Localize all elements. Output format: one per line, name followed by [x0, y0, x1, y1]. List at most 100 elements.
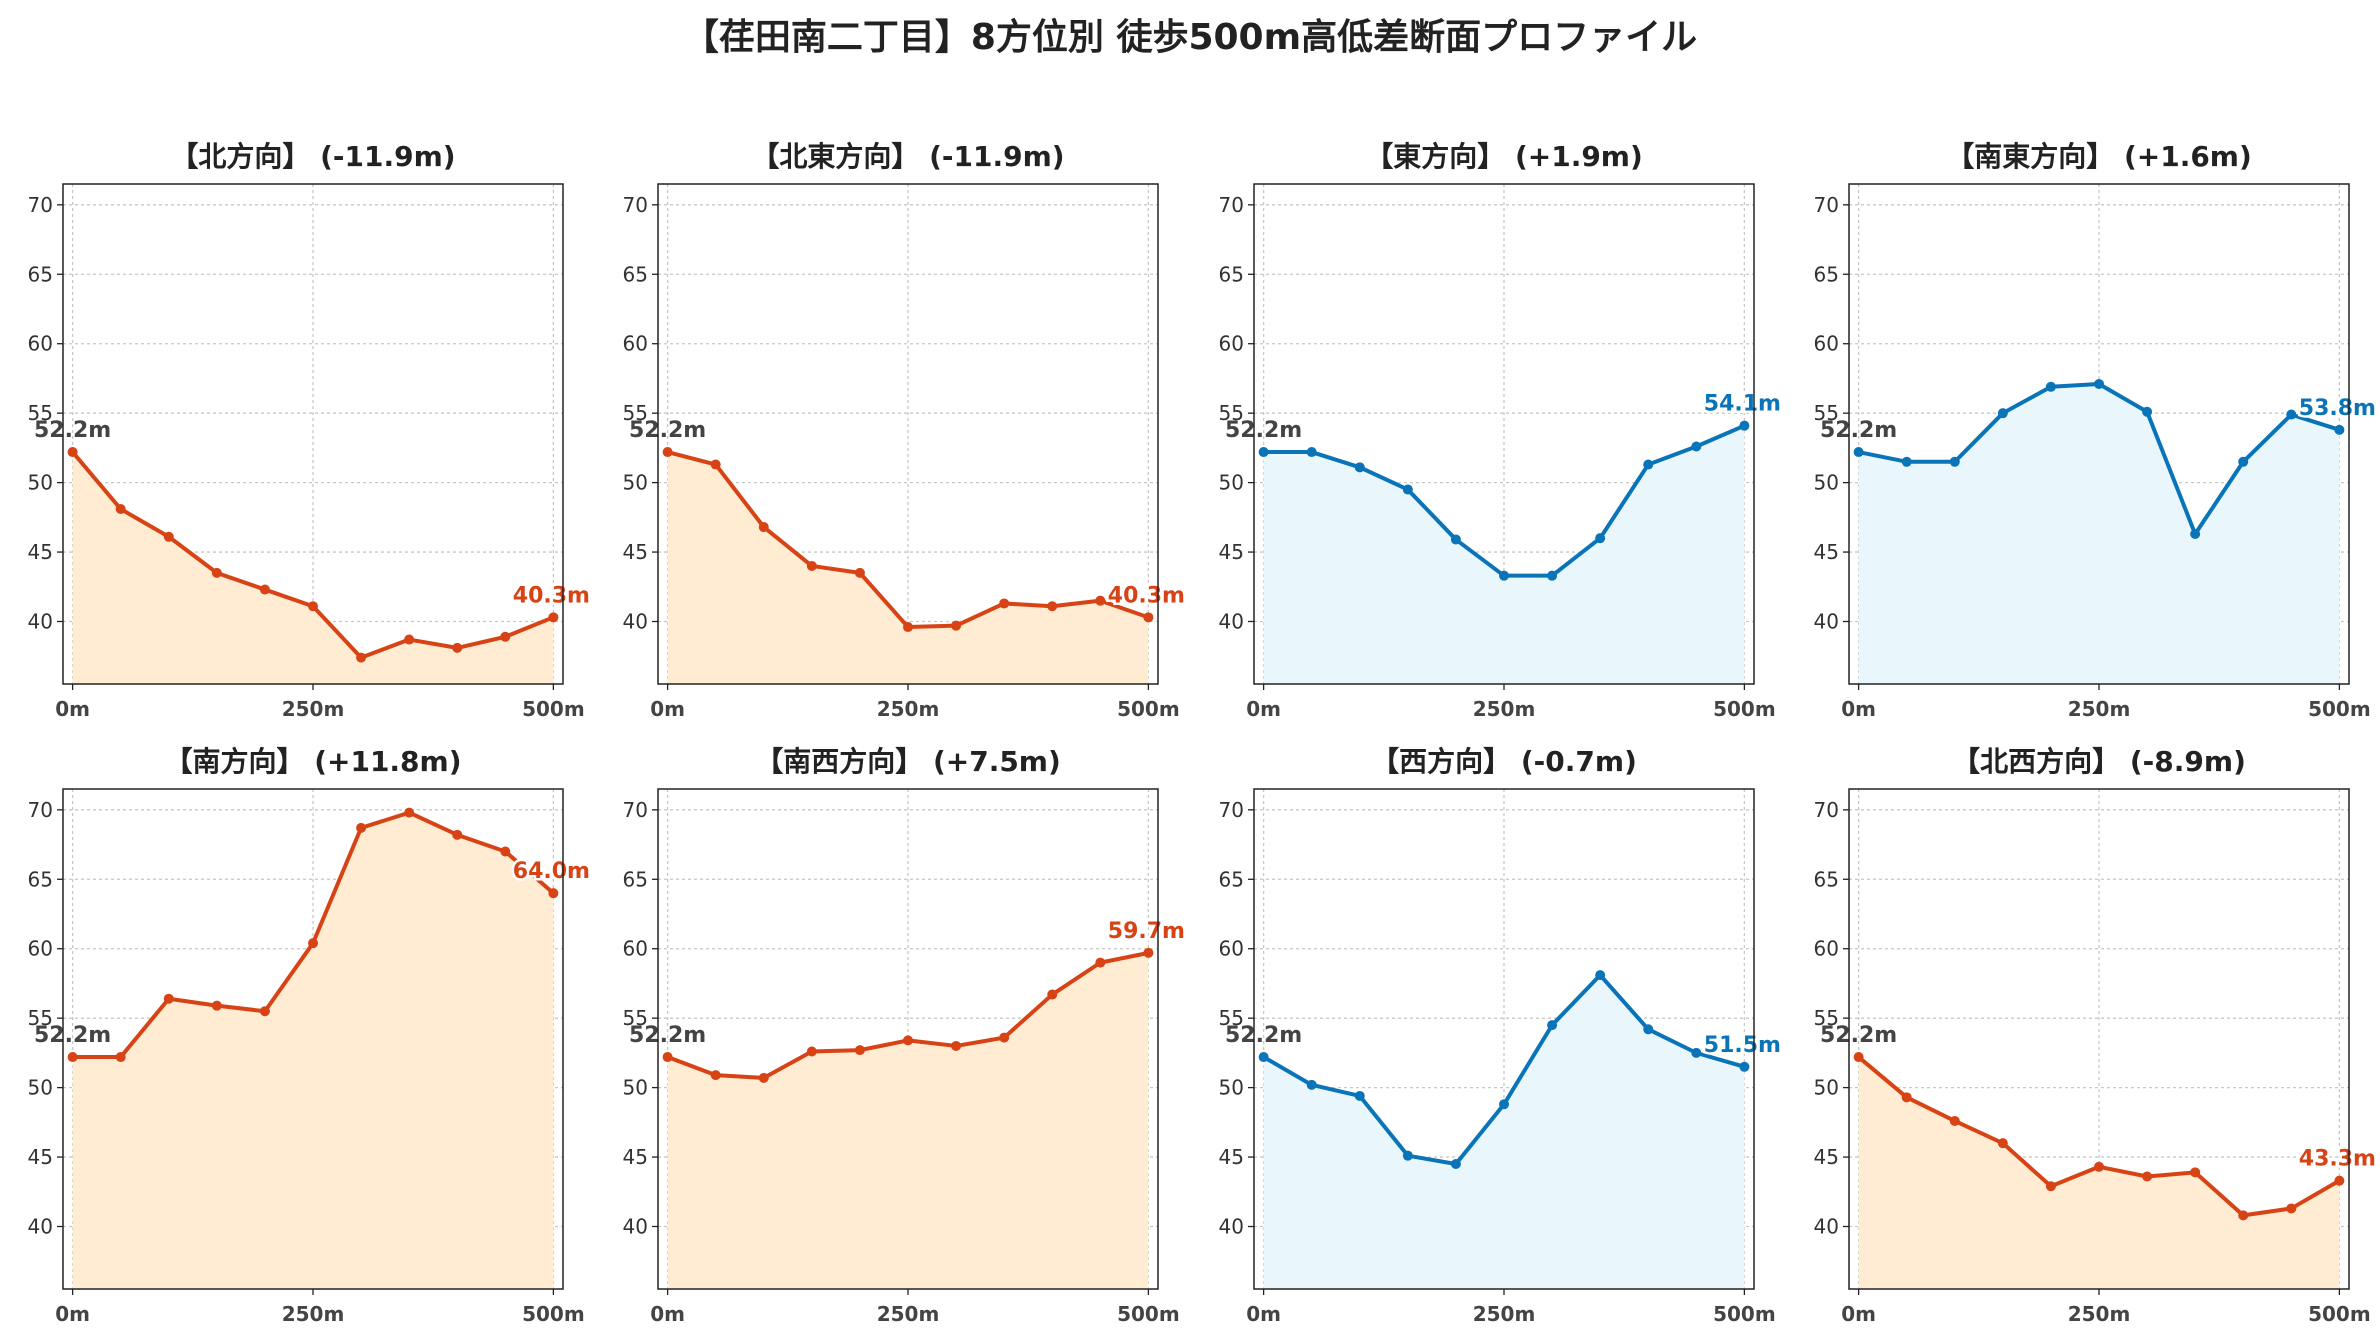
data-point — [1258, 1052, 1269, 1063]
y-tick-label: 50 — [1814, 471, 1839, 495]
end-label: 64.0m — [513, 859, 590, 884]
subplot-title: 【東方向】 (+1.9m) — [1365, 140, 1643, 173]
data-point — [951, 620, 962, 631]
data-point — [1691, 1047, 1702, 1058]
subplot-7: 【西方向】 (-0.7m) 52.2m 51.5m 40 45 50 55 60 65 70 0m 2… — [1219, 745, 1784, 1326]
start-label: 52.2m — [629, 1023, 706, 1048]
data-point — [2142, 1171, 2153, 1182]
start-label: 52.2m — [1820, 418, 1897, 443]
data-point — [2142, 406, 2153, 417]
data-point — [854, 1045, 865, 1056]
data-point — [452, 642, 463, 653]
data-point — [1402, 1150, 1413, 1161]
data-point — [115, 504, 126, 514]
data-point — [1901, 1092, 1912, 1103]
data-point — [662, 1052, 673, 1063]
data-point — [710, 1070, 721, 1081]
data-point — [1450, 1159, 1461, 1169]
y-tick-label: 60 — [623, 937, 648, 961]
y-tick-label: 70 — [1814, 193, 1839, 217]
data-point — [1354, 1090, 1365, 1101]
end-label: 51.5m — [1704, 1033, 1781, 1058]
data-point — [903, 622, 913, 633]
y-tick-label: 50 — [1814, 1076, 1839, 1100]
y-tick-label: 40 — [1814, 610, 1839, 634]
y-tick-label: 50 — [28, 471, 53, 495]
y-tick-label: 55 — [623, 401, 648, 425]
data-point — [1499, 1099, 1509, 1110]
data-point — [662, 447, 673, 458]
area-fill — [667, 952, 1149, 1289]
data-point — [1450, 534, 1461, 545]
x-tick-label: 250m — [2068, 1302, 2131, 1326]
area-fill — [1263, 975, 1745, 1289]
data-point — [854, 567, 865, 578]
y-tick-label: 40 — [28, 1215, 53, 1239]
y-tick-label: 55 — [1219, 401, 1244, 425]
x-tick-label: 500m — [1713, 1302, 1776, 1326]
y-tick-label: 40 — [623, 610, 648, 634]
data-point — [1739, 1061, 1750, 1072]
y-tick-label: 45 — [1219, 540, 1244, 564]
x-tick-label: 500m — [1713, 697, 1776, 721]
data-point — [67, 1052, 78, 1063]
area-fill — [667, 452, 1149, 684]
data-point — [1047, 989, 1058, 1000]
data-point — [404, 807, 415, 818]
y-tick-label: 65 — [623, 262, 648, 286]
x-tick-label: 0m — [1246, 697, 1281, 721]
data-point — [1739, 420, 1750, 431]
area-fill — [1858, 384, 2340, 684]
y-tick-label: 45 — [1219, 1145, 1244, 1169]
y-tick-label: 45 — [623, 1145, 648, 1169]
data-point — [758, 1072, 769, 1083]
y-tick-label: 45 — [1814, 1145, 1839, 1169]
data-point — [1258, 447, 1269, 458]
data-point — [2238, 456, 2249, 467]
y-tick-label: 60 — [1814, 332, 1839, 356]
x-tick-label: 0m — [55, 1302, 90, 1326]
data-point — [2094, 379, 2104, 389]
data-point — [2286, 409, 2297, 420]
data-point — [1047, 601, 1058, 612]
x-tick-label: 250m — [1473, 697, 1536, 721]
subplot-5: 【南方向】 (+11.8m) 52.2m 64.0m 40 45 50 55 60 65 70 0m… — [28, 745, 593, 1326]
start-label: 52.2m — [629, 418, 706, 443]
y-tick-label: 65 — [1814, 867, 1839, 891]
data-point — [500, 631, 511, 642]
y-tick-label: 40 — [623, 1215, 648, 1239]
figure-title: 【荏田南二丁目】8方位別 徒歩500m高低差断面プロファイル — [682, 17, 1698, 58]
data-point — [2334, 1175, 2345, 1186]
data-point — [903, 1035, 913, 1046]
subplot-title: 【南西方向】 (+7.5m) — [755, 745, 1061, 778]
data-point — [1354, 462, 1365, 473]
data-point — [1949, 1115, 1960, 1126]
data-point — [1949, 456, 1960, 467]
data-point — [999, 598, 1010, 609]
start-label: 52.2m — [1225, 418, 1302, 443]
y-tick-label: 40 — [1219, 610, 1244, 634]
data-point — [500, 846, 511, 857]
subplot-8: 【北西方向】 (-8.9m) 52.2m 43.3m 40 45 50 55 60 65 70 0m… — [1814, 745, 2379, 1326]
data-point — [259, 584, 270, 595]
data-point — [1547, 570, 1558, 581]
x-tick-label: 250m — [2068, 697, 2131, 721]
end-label: 59.7m — [1108, 919, 1185, 944]
y-tick-label: 60 — [623, 332, 648, 356]
x-tick-label: 500m — [522, 697, 585, 721]
data-point — [259, 1006, 270, 1017]
end-label: 40.3m — [513, 583, 590, 608]
y-tick-label: 45 — [1814, 540, 1839, 564]
subplot-2: 【北東方向】 (-11.9m) 52.2m 40.3m 40 45 50 55 60 65 70 0… — [623, 140, 1188, 721]
data-point — [308, 601, 318, 612]
data-point — [211, 567, 222, 578]
y-tick-label: 65 — [28, 867, 53, 891]
y-tick-label: 70 — [28, 193, 53, 217]
y-tick-label: 60 — [28, 332, 53, 356]
x-tick-label: 0m — [650, 1302, 685, 1326]
data-point — [1643, 459, 1654, 470]
area-fill — [72, 452, 554, 684]
subplot-6: 【南西方向】 (+7.5m) 52.2m 59.7m 40 45 50 55 60 65 70 0m… — [623, 745, 1188, 1326]
x-tick-label: 250m — [1473, 1302, 1536, 1326]
data-point — [2045, 1181, 2056, 1192]
